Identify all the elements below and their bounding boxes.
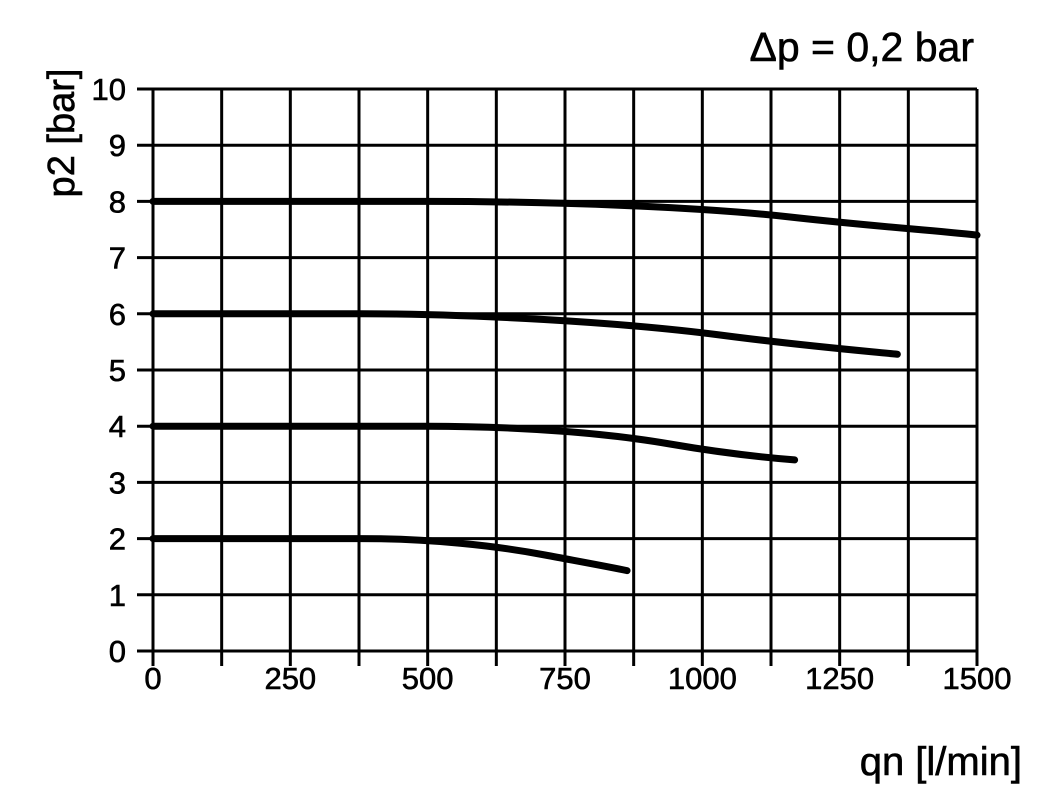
svg-text:1500: 1500 [943,661,1012,696]
svg-text:0: 0 [109,634,126,669]
svg-text:qn [l/min]: qn [l/min] [860,740,1022,784]
svg-text:0: 0 [144,661,161,696]
svg-text:7: 7 [109,241,126,276]
svg-text:1250: 1250 [805,661,874,696]
svg-text:250: 250 [264,661,316,696]
svg-text:p2 [bar]: p2 [bar] [41,69,83,198]
svg-text:500: 500 [402,661,454,696]
svg-text:1000: 1000 [668,661,737,696]
svg-text:5: 5 [109,353,126,388]
svg-text:9: 9 [109,128,126,163]
svg-text:Δp = 0,2 bar: Δp = 0,2 bar [749,24,974,70]
svg-text:3: 3 [109,465,126,500]
svg-text:1: 1 [109,578,126,613]
svg-text:750: 750 [539,661,591,696]
svg-text:2: 2 [109,522,126,557]
svg-text:10: 10 [92,72,126,107]
svg-text:4: 4 [109,409,126,444]
svg-text:6: 6 [109,297,126,332]
svg-text:8: 8 [109,184,126,219]
